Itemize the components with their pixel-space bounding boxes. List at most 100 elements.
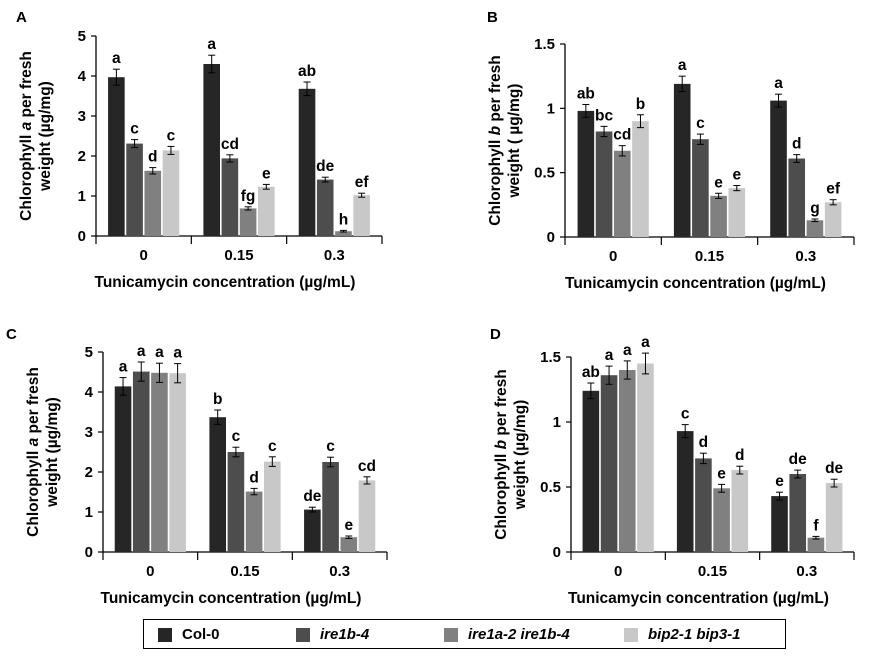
significance-letter: a: [119, 359, 128, 376]
significance-letter: e: [717, 465, 726, 482]
bar: [676, 431, 694, 552]
significance-letter: bc: [595, 107, 613, 124]
bar: [358, 480, 376, 552]
significance-letter: ab: [298, 63, 316, 80]
significance-letter: de: [825, 460, 843, 477]
significance-letter: g: [810, 200, 819, 217]
bar: [637, 363, 654, 552]
y-tick-label: 0: [547, 229, 555, 246]
legend-label: bip2-1 bip3-1: [648, 626, 741, 643]
significance-letter: e: [732, 167, 741, 184]
bar: [169, 373, 186, 552]
bar: [316, 179, 334, 236]
bar: [632, 121, 649, 237]
significance-letter: d: [792, 136, 801, 153]
bar: [673, 83, 691, 238]
significance-letter: c: [232, 428, 241, 445]
y-axis-title-line2: weight (µg/mg): [44, 397, 61, 508]
x-axis-title: Tunicamycin concentration (µg/mL): [568, 590, 829, 607]
bar: [132, 371, 150, 552]
panel-label: B: [487, 9, 498, 26]
y-title-part: per fresh: [487, 55, 504, 126]
y-axis-title-line2: weight ( µg/mg): [506, 84, 523, 199]
significance-letter: ab: [577, 85, 595, 102]
y-title-part: per fresh: [493, 369, 510, 440]
panel-label: D: [490, 326, 501, 343]
significance-letter: d: [699, 434, 708, 451]
x-tick-label: 0.3: [329, 563, 350, 580]
y-axis-title-line1: Chlorophyll a per fresh: [18, 51, 35, 221]
significance-letter: b: [636, 96, 645, 113]
significance-letter: d: [735, 447, 744, 464]
x-tick-label: 0: [146, 563, 154, 580]
y-tick-label: 4: [78, 68, 87, 85]
x-tick-label: 0.3: [795, 248, 816, 265]
bar: [600, 375, 618, 552]
significance-letter: c: [167, 127, 176, 144]
x-tick-label: 0: [139, 247, 147, 264]
y-tick-label: 1: [553, 414, 561, 431]
y-title-part: a: [25, 437, 42, 446]
y-tick-label: 0: [85, 544, 93, 561]
legend-swatch: [296, 628, 310, 642]
bar: [613, 150, 631, 237]
significance-letter: a: [112, 50, 121, 67]
y-tick-label: 0.5: [534, 165, 555, 182]
bar: [340, 537, 358, 552]
significance-letter: cd: [221, 136, 239, 153]
bar: [770, 100, 787, 237]
significance-letter: e: [775, 473, 784, 490]
y-title-part: Chlorophyll: [487, 135, 504, 225]
bar: [577, 110, 595, 237]
bar: [245, 491, 263, 552]
panel-label: A: [16, 9, 27, 26]
bar: [582, 390, 600, 552]
panel-label: C: [6, 326, 17, 343]
significance-letter: a: [137, 343, 146, 360]
x-tick-label: 0.15: [698, 563, 727, 580]
y-tick-label: 1: [78, 188, 86, 205]
bar: [807, 537, 825, 552]
bar: [695, 458, 712, 552]
chart-panel-b: B 0 0.5 1 1.5 0 0.15 0.3 Tunicamycin concentrati…: [487, 9, 855, 292]
x-tick-label: 0: [609, 248, 617, 265]
x-axis-title: Tunicamycin concentration (µg/mL): [101, 590, 362, 607]
x-tick-label: 0.15: [695, 248, 724, 265]
significance-letter: c: [130, 121, 139, 138]
significance-letter: a: [173, 345, 182, 362]
significance-letter: c: [696, 115, 705, 132]
bar: [151, 372, 168, 552]
legend-swatch: [444, 628, 458, 642]
bar: [824, 202, 842, 237]
legend-label: Col-0: [182, 626, 220, 643]
significance-letter: a: [605, 347, 614, 364]
bar: [692, 139, 709, 237]
bar: [108, 77, 125, 236]
significance-letter: d: [249, 469, 258, 486]
bar: [227, 452, 245, 552]
y-title-part: b: [487, 125, 504, 135]
y-tick-label: 3: [85, 424, 93, 441]
significance-letter: ef: [355, 174, 370, 191]
significance-letter: a: [774, 75, 783, 92]
significance-letter: h: [339, 211, 348, 228]
significance-letter: a: [641, 334, 650, 351]
significance-letter: cd: [613, 127, 631, 144]
bar: [789, 474, 807, 552]
y-tick-label: 4: [85, 384, 94, 401]
significance-letter: d: [148, 149, 157, 166]
y-title-part: Chlorophyll: [25, 446, 42, 536]
bar: [239, 208, 257, 236]
y-axis-title-line2: weight (µg/mg): [37, 81, 54, 192]
significance-letter: a: [678, 57, 687, 74]
y-tick-label: 0.5: [540, 479, 561, 496]
significance-letter: ab: [582, 364, 600, 381]
y-title-part: Chlorophyll: [18, 130, 35, 220]
bar: [203, 64, 220, 236]
y-tick-label: 0: [553, 544, 561, 561]
bar: [162, 150, 180, 236]
bar: [221, 158, 239, 236]
legend-swatch: [158, 628, 172, 642]
bar: [298, 88, 316, 236]
y-axis-title-line1: Chlorophyll a per fresh: [25, 367, 42, 537]
